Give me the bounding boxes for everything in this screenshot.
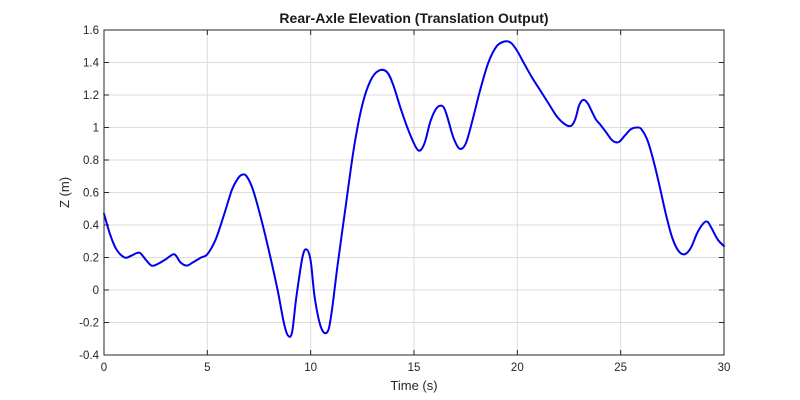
plot-frame — [103, 29, 725, 356]
y-tick-label: 1.6 — [83, 25, 99, 37]
y-tick-label: -0.2 — [79, 318, 99, 330]
y-tick-label: 1.2 — [83, 90, 99, 102]
y-tick-label: 0.6 — [83, 188, 99, 200]
x-tick-label: 25 — [614, 362, 627, 374]
y-tick-label: 0.8 — [83, 155, 99, 167]
y-tick-label: 1.4 — [83, 58, 100, 70]
grid-lines — [103, 29, 725, 356]
x-tick-label: 0 — [101, 362, 107, 374]
x-tick-label: 5 — [204, 362, 210, 374]
y-tick-label: 0.2 — [83, 253, 99, 265]
x-tick-label: 20 — [511, 362, 524, 374]
y-tick-label: -0.4 — [79, 350, 99, 362]
y-tick-label: 0 — [93, 285, 99, 297]
y-tick-label: 1 — [93, 123, 99, 135]
x-tick-label: 15 — [408, 362, 421, 374]
y-axis-label: Z (m) — [57, 177, 72, 208]
x-tick-label: 30 — [718, 362, 731, 374]
y-tick-label: 0.4 — [83, 220, 100, 232]
chart-title: Rear-Axle Elevation (Translation Output) — [279, 10, 548, 26]
series-layer — [103, 40, 725, 338]
x-axis-label: Time (s) — [390, 378, 437, 393]
tick-labels: 0 5 10 15 20 25 30 -0.4 -0.2 0 0.2 0.4 0.6 0.8 1 1.2 1.4… — [79, 25, 730, 374]
series-line-0 — [103, 40, 725, 338]
x-tick-label: 10 — [304, 362, 317, 374]
